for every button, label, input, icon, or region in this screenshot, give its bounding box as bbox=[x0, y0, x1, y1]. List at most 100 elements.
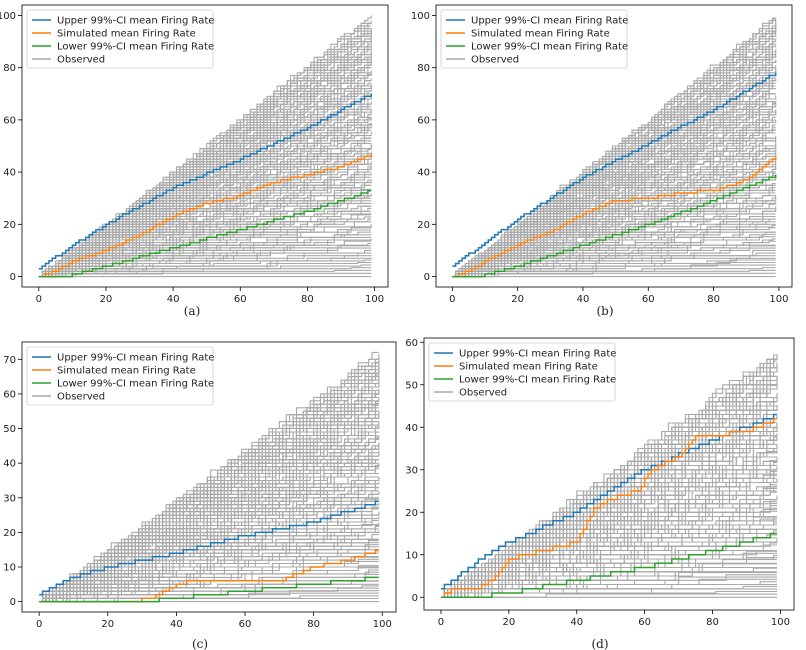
x-tick-label: 100 bbox=[771, 617, 790, 628]
y-tick-label: 60 bbox=[405, 338, 418, 349]
y-tick-label: 30 bbox=[405, 465, 418, 476]
y-tick-label: 20 bbox=[405, 508, 418, 519]
observed-trace bbox=[38, 90, 372, 278]
x-tick-label: 100 bbox=[365, 294, 384, 305]
x-tick-label: 0 bbox=[438, 617, 444, 628]
legend: Upper 99%-CI mean Firing Rate Simulated m… bbox=[440, 9, 628, 69]
observed-trace bbox=[452, 272, 776, 278]
series-simulated-line bbox=[38, 153, 372, 278]
observed-trace bbox=[38, 20, 372, 278]
legend-entry: Observed bbox=[57, 392, 105, 403]
axes-frame bbox=[21, 341, 397, 613]
series-lower-line bbox=[452, 174, 777, 278]
x-tick-label: 20 bbox=[101, 619, 114, 630]
x-tick-label: 40 bbox=[167, 294, 180, 305]
y-tick-label: 40 bbox=[405, 423, 418, 434]
y-tick-label: 20 bbox=[3, 220, 16, 231]
x-tick-label: 60 bbox=[642, 294, 655, 305]
series-upper-line bbox=[39, 500, 379, 596]
x-tick-label: 40 bbox=[170, 619, 183, 630]
plot-area bbox=[39, 351, 380, 603]
legend: Upper 99%-CI mean Firing Rate Simulated m… bbox=[26, 9, 214, 69]
y-tick-label: 20 bbox=[3, 528, 16, 539]
legend-entry: Observed bbox=[57, 55, 105, 66]
observed-trace bbox=[39, 514, 379, 603]
legend-entry: Upper 99%-CI mean Firing Rate bbox=[459, 349, 616, 360]
legend-entry: Observed bbox=[471, 55, 519, 66]
x-tick-label: 20 bbox=[511, 294, 524, 305]
series-lower-line bbox=[39, 576, 379, 603]
legend-box bbox=[26, 9, 214, 69]
x-tick-label: 40 bbox=[577, 294, 590, 305]
observed-trace bbox=[441, 355, 778, 598]
series-upper-line bbox=[441, 413, 777, 590]
y-tick-label: 0 bbox=[424, 272, 430, 283]
observed-trace bbox=[39, 354, 380, 603]
y-tick-label: 20 bbox=[417, 220, 430, 231]
legend-entry: Upper 99%-CI mean Firing Rate bbox=[57, 353, 214, 364]
panel-caption: (b) bbox=[596, 304, 613, 318]
observed-trace bbox=[38, 39, 372, 278]
legend-box bbox=[26, 346, 214, 406]
y-tick-label: 60 bbox=[417, 115, 430, 126]
y-tick-label: 60 bbox=[3, 115, 16, 126]
axes-frame bbox=[423, 337, 795, 611]
x-tick-label: 80 bbox=[706, 617, 719, 628]
legend-entry: Simulated mean Firing Rate bbox=[459, 362, 598, 373]
x-tick-label: 60 bbox=[239, 619, 252, 630]
chart-panel-b: 0 20 40 60 80 100 0 20 40 60 80 100 Upper 99%-CI mea… bbox=[411, 4, 793, 318]
series-upper-line bbox=[38, 93, 372, 270]
x-tick-label: 60 bbox=[234, 294, 247, 305]
legend-entry: Lower 99%-CI mean Firing Rate bbox=[57, 379, 214, 390]
y-tick-label: 0 bbox=[10, 272, 16, 283]
series-lower-line bbox=[441, 532, 777, 599]
legend-entry: Upper 99%-CI mean Firing Rate bbox=[57, 16, 214, 27]
x-tick-label: 80 bbox=[707, 294, 720, 305]
legend-entry: Lower 99%-CI mean Firing Rate bbox=[471, 42, 628, 53]
y-tick-label: 80 bbox=[3, 63, 16, 74]
observed-trace bbox=[441, 486, 777, 598]
y-tick-label: 0 bbox=[412, 593, 418, 604]
legend-entry: Simulated mean Firing Rate bbox=[471, 29, 610, 40]
legend-box bbox=[428, 342, 616, 402]
legend-entry: Upper 99%-CI mean Firing Rate bbox=[471, 16, 628, 27]
x-tick-label: 0 bbox=[449, 294, 455, 305]
legend-entry: Simulated mean Firing Rate bbox=[57, 366, 196, 377]
y-tick-label: 40 bbox=[3, 168, 16, 179]
legend-entry: Lower 99%-CI mean Firing Rate bbox=[57, 42, 214, 53]
panel-caption: (c) bbox=[192, 637, 208, 650]
observed-trace bbox=[38, 272, 372, 278]
panel-caption: (d) bbox=[591, 637, 608, 650]
x-tick-label: 0 bbox=[36, 619, 42, 630]
x-tick-label: 20 bbox=[502, 617, 515, 628]
legend-box bbox=[440, 9, 628, 69]
axes-frame bbox=[435, 4, 793, 288]
axes-frame bbox=[21, 4, 389, 288]
legend-entry: Lower 99%-CI mean Firing Rate bbox=[459, 375, 616, 386]
series-simulated-line bbox=[452, 156, 777, 278]
y-tick-label: 60 bbox=[3, 389, 16, 400]
plot-area bbox=[452, 17, 777, 278]
x-tick-label: 40 bbox=[570, 617, 583, 628]
legend-entry: Observed bbox=[459, 388, 507, 399]
series-simulated-line bbox=[441, 418, 777, 599]
chart-panel-c: 0 20 40 60 80 100 0 10 20 30 40 50 60 70 Upper 99%-CI … bbox=[3, 341, 397, 650]
y-tick-label: 40 bbox=[417, 168, 430, 179]
observed-trace bbox=[452, 132, 776, 278]
x-tick-label: 100 bbox=[373, 619, 392, 630]
y-tick-label: 100 bbox=[0, 11, 16, 22]
legend: Upper 99%-CI mean Firing Rate Simulated m… bbox=[428, 342, 616, 402]
panel-caption: (a) bbox=[184, 304, 201, 318]
y-tick-label: 50 bbox=[405, 380, 418, 391]
y-tick-label: 40 bbox=[3, 459, 16, 470]
y-tick-label: 80 bbox=[417, 63, 430, 74]
x-tick-label: 100 bbox=[769, 294, 788, 305]
plot-area bbox=[441, 354, 778, 599]
legend: Upper 99%-CI mean Firing Rate Simulated m… bbox=[26, 346, 214, 406]
x-tick-label: 20 bbox=[100, 294, 113, 305]
legend-entry: Simulated mean Firing Rate bbox=[57, 29, 196, 40]
x-tick-label: 80 bbox=[301, 294, 314, 305]
chart-panel-d: 0 20 40 60 80 100 0 10 20 30 40 50 60 Upper 99%-CI me… bbox=[405, 337, 795, 650]
chart-panel-a: 0 20 40 60 80 100 0 20 40 60 80 100 Upper 99%-CI mea… bbox=[0, 4, 389, 318]
